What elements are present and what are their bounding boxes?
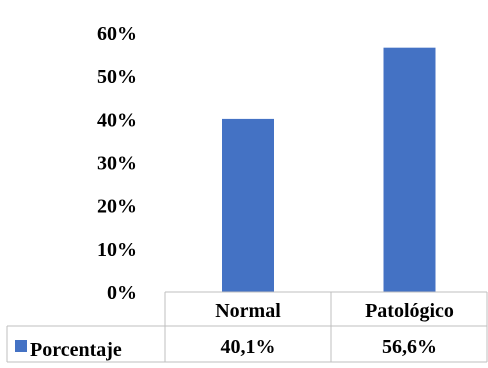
y-axis: 0% 10% 20% 30% 40% 50% 60% — [97, 23, 137, 304]
value-label: 56,6% — [382, 336, 437, 358]
data-table: Porcentaje Normal Patológico 40,1% 56,6% — [6, 291, 488, 363]
y-tick-label: 40% — [97, 109, 137, 131]
y-tick-label: 0% — [107, 282, 137, 304]
legend-label-porcentaje: Porcentaje — [30, 339, 122, 361]
value-labels: 40,1% 56,6% — [221, 336, 438, 358]
category-labels: Normal Patológico — [215, 300, 454, 322]
data-table-grid — [6, 291, 488, 363]
y-tick-label: 60% — [97, 23, 137, 45]
bar-series — [222, 47, 436, 292]
bar-patológico — [383, 47, 436, 292]
category-label: Normal — [215, 300, 281, 322]
y-tick-label: 30% — [97, 153, 137, 175]
bar-normal — [222, 118, 274, 292]
category-label: Patológico — [365, 300, 454, 322]
value-label: 40,1% — [221, 336, 276, 358]
y-tick-label: 20% — [97, 196, 137, 218]
y-tick-label: 50% — [97, 66, 137, 88]
legend-key-porcentaje — [15, 340, 27, 352]
y-tick-label: 10% — [97, 239, 137, 261]
